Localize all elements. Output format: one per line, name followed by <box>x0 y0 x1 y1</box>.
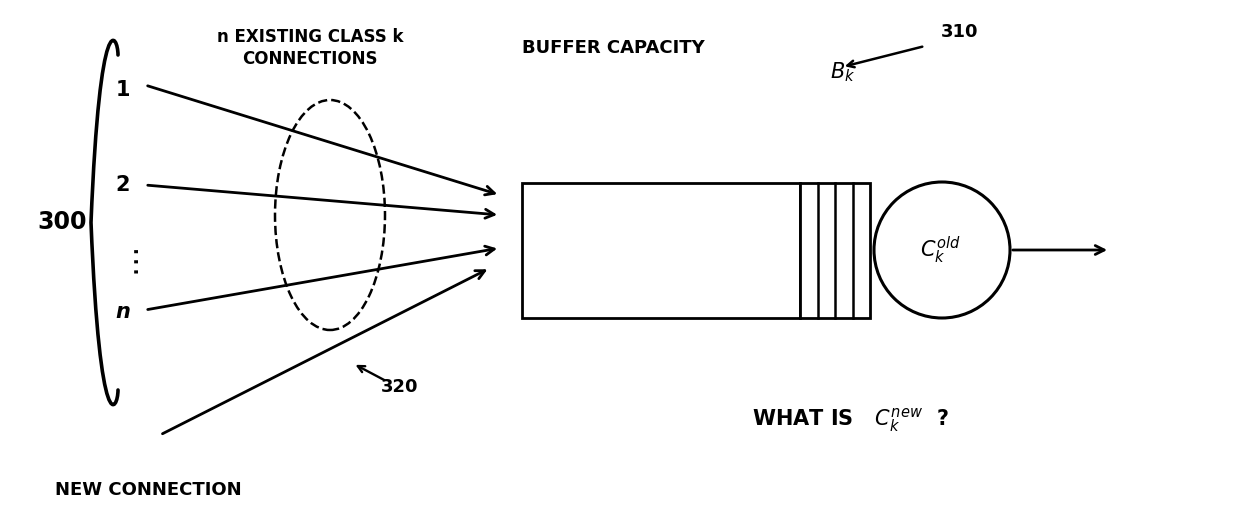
Text: BUFFER CAPACITY: BUFFER CAPACITY <box>522 39 704 57</box>
Text: 310: 310 <box>941 23 978 41</box>
Text: WHAT IS   $C_k^{new}$  ?: WHAT IS $C_k^{new}$ ? <box>751 406 949 434</box>
Text: 2: 2 <box>115 175 130 195</box>
Text: 1: 1 <box>115 80 130 100</box>
Bar <box>800 183 870 318</box>
Text: ⋯: ⋯ <box>120 243 150 273</box>
Text: $C_k^{old}$: $C_k^{old}$ <box>920 235 960 266</box>
Text: 320: 320 <box>381 378 419 396</box>
Text: $B_k$: $B_k$ <box>830 60 856 84</box>
Text: NEW CONNECTION: NEW CONNECTION <box>55 481 242 499</box>
Text: n: n <box>115 302 130 322</box>
Text: n EXISTING CLASS k
CONNECTIONS: n EXISTING CLASS k CONNECTIONS <box>217 28 403 68</box>
Text: 300: 300 <box>37 210 87 234</box>
Bar <box>522 183 800 318</box>
